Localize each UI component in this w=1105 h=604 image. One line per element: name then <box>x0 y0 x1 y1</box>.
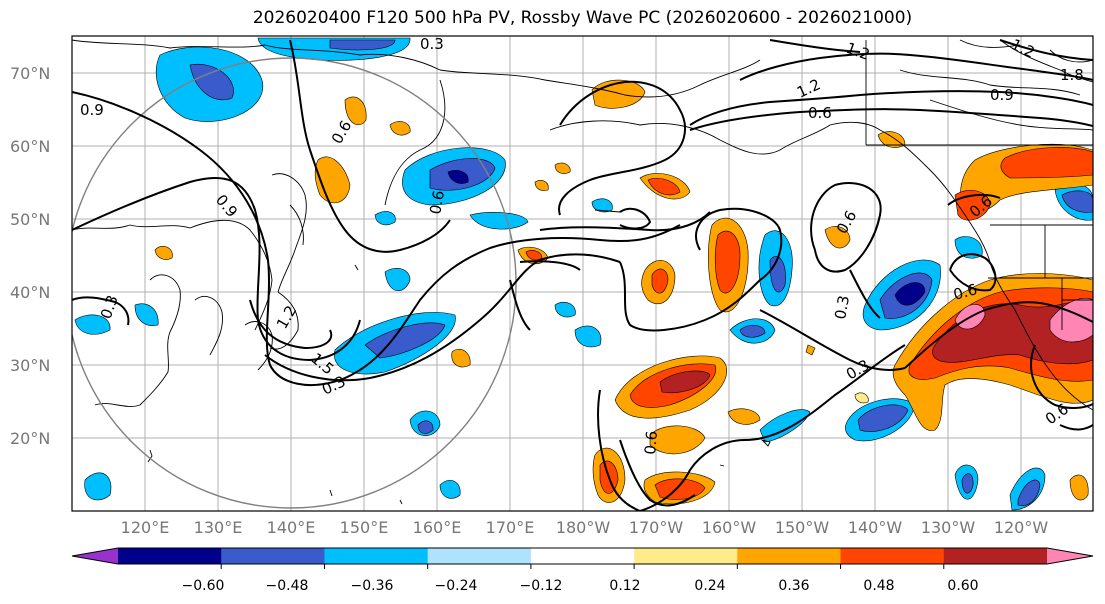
latitude-labels: 70°N 60°N 50°N 40°N 30°N 20°N <box>10 64 50 448</box>
contour-label: 0.3 <box>420 35 444 53</box>
colorbar-segment <box>221 548 325 564</box>
lon-label: 180°W <box>556 518 611 537</box>
lon-label: 150°E <box>340 518 389 537</box>
lat-label: 40°N <box>10 283 50 302</box>
map-title: 2026020400 F120 500 hPa PV, Rossby Wave … <box>252 8 913 28</box>
contour-label: 0.6 <box>426 189 448 216</box>
lon-label: 160°E <box>413 518 462 537</box>
contour-label: 0.3 <box>831 294 853 321</box>
colorbar-segment <box>840 548 945 564</box>
colorbar-tick-label: −0.60 <box>182 578 225 594</box>
colorbar-segment <box>118 548 222 564</box>
pv-contours <box>72 39 1093 511</box>
lon-label: 130°E <box>194 518 243 537</box>
map-content: 0.3 1.2 1.2 0.9 1.8 1.2 0.6 0.9 0.9 0.6 … <box>72 35 1093 511</box>
colorbar-tick-label: −0.24 <box>435 578 478 594</box>
colorbar-tick-label: 0.36 <box>778 578 809 594</box>
colorbar-segment <box>530 548 635 564</box>
lat-label: 20°N <box>10 429 50 448</box>
colorbar-segment <box>737 548 842 564</box>
lon-label: 160°W <box>702 518 757 537</box>
colorbar-extend-min <box>72 548 118 564</box>
contour-label: 0.6 <box>808 104 832 122</box>
colorbar-tick-label: −0.12 <box>520 578 563 594</box>
colorbar-segment <box>324 548 429 564</box>
lon-label: 170°W <box>629 518 684 537</box>
contour-label: 0.9 <box>80 101 104 119</box>
lat-label: 60°N <box>10 137 50 156</box>
contour-label: 0.6 <box>641 430 661 455</box>
colorbar-tick-label: 0.60 <box>947 578 978 594</box>
colorbar-extend-max <box>1047 548 1093 564</box>
lon-label: 150°W <box>775 518 830 537</box>
pv-anomaly-fill <box>74 37 1093 511</box>
colorbar-tick-label: −0.48 <box>266 578 309 594</box>
colorbar-segments <box>118 548 1048 564</box>
contour-label: 1.8 <box>1060 66 1084 84</box>
colorbar-ticks: −0.60 −0.48 −0.36 −0.24 −0.12 0.12 0.24 … <box>182 564 979 594</box>
lat-label: 50°N <box>10 210 50 229</box>
map-frame <box>71 35 1094 512</box>
lon-label: 120°E <box>121 518 170 537</box>
colorbar-segment <box>427 548 532 564</box>
colorbar-segment <box>634 548 738 564</box>
colorbar-segment <box>943 548 1048 564</box>
contour-label: 0.9 <box>990 86 1014 104</box>
lon-label: 140°E <box>267 518 316 537</box>
lon-label: 140°W <box>848 518 903 537</box>
colorbar: −0.60 −0.48 −0.36 −0.24 −0.12 0.12 0.24 … <box>71 547 1094 594</box>
lon-label: 170°E <box>486 518 535 537</box>
colorbar-tick-label: 0.48 <box>863 578 894 594</box>
lat-label: 30°N <box>10 356 50 375</box>
contour-label: 0.6 <box>951 280 979 304</box>
colorbar-tick-label: 0.12 <box>609 578 640 594</box>
colorbar-outline <box>71 547 1094 565</box>
colorbar-tick-label: −0.36 <box>351 578 394 594</box>
colorbar-tick-label: 0.24 <box>694 578 725 594</box>
lon-label: 120°W <box>994 518 1049 537</box>
lat-label: 70°N <box>10 64 50 83</box>
longitude-labels: 120°E 130°E 140°E 150°E 160°E 170°E 180°… <box>121 518 1049 537</box>
lon-label: 130°W <box>921 518 976 537</box>
